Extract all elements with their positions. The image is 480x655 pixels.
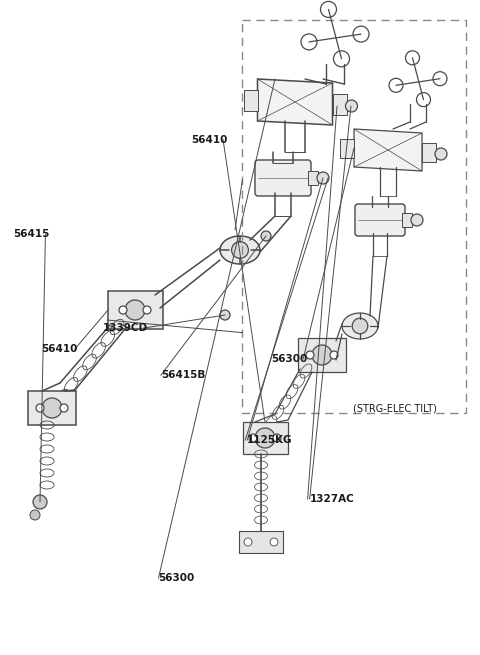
- Text: 56410: 56410: [191, 134, 228, 145]
- Bar: [242, 422, 288, 454]
- Circle shape: [435, 148, 447, 160]
- Circle shape: [33, 495, 47, 509]
- Circle shape: [301, 34, 317, 50]
- Text: 1327AC: 1327AC: [310, 494, 354, 504]
- Text: 56300: 56300: [271, 354, 308, 364]
- Circle shape: [119, 306, 127, 314]
- Ellipse shape: [342, 313, 378, 339]
- Circle shape: [317, 172, 329, 184]
- Circle shape: [231, 242, 249, 259]
- Circle shape: [406, 51, 420, 65]
- Circle shape: [244, 538, 252, 546]
- Circle shape: [346, 100, 358, 112]
- Circle shape: [389, 79, 403, 92]
- Circle shape: [125, 300, 145, 320]
- Bar: [243, 90, 257, 111]
- Circle shape: [417, 92, 431, 107]
- Circle shape: [273, 434, 281, 442]
- Circle shape: [353, 26, 369, 42]
- Text: 56415: 56415: [13, 229, 50, 240]
- Polygon shape: [257, 79, 333, 125]
- Bar: [239, 531, 283, 553]
- Circle shape: [270, 538, 278, 546]
- Ellipse shape: [220, 236, 260, 264]
- Text: (STRG-ELEC TILT): (STRG-ELEC TILT): [353, 403, 437, 413]
- FancyBboxPatch shape: [255, 160, 311, 196]
- Bar: [402, 213, 412, 227]
- Circle shape: [42, 398, 62, 418]
- Bar: [242, 20, 466, 413]
- Bar: [298, 338, 346, 372]
- Polygon shape: [354, 129, 422, 171]
- Circle shape: [306, 351, 314, 359]
- Circle shape: [411, 214, 423, 226]
- Circle shape: [30, 510, 40, 520]
- Circle shape: [334, 51, 349, 67]
- Circle shape: [249, 434, 257, 442]
- FancyBboxPatch shape: [355, 204, 405, 236]
- Bar: [108, 291, 163, 329]
- Text: 1125KG: 1125KG: [247, 435, 293, 445]
- Bar: [28, 391, 76, 425]
- Text: 56415B: 56415B: [161, 370, 205, 381]
- Text: 1339CD: 1339CD: [103, 323, 148, 333]
- Circle shape: [261, 231, 271, 241]
- Bar: [340, 138, 354, 157]
- Circle shape: [312, 345, 332, 365]
- Circle shape: [255, 428, 275, 448]
- Circle shape: [433, 71, 447, 86]
- Bar: [422, 143, 436, 162]
- Circle shape: [60, 404, 68, 412]
- Text: 56410: 56410: [41, 344, 77, 354]
- Circle shape: [321, 1, 336, 18]
- Circle shape: [330, 351, 338, 359]
- Circle shape: [143, 306, 151, 314]
- Text: 56300: 56300: [158, 573, 195, 584]
- Bar: [333, 94, 347, 115]
- Circle shape: [352, 318, 368, 334]
- Circle shape: [36, 404, 44, 412]
- Bar: [308, 171, 318, 185]
- Circle shape: [220, 310, 230, 320]
